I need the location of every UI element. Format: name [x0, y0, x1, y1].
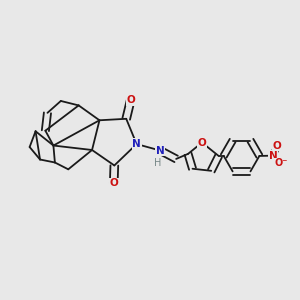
Text: O: O [126, 95, 135, 105]
Text: O⁻: O⁻ [275, 158, 288, 168]
Text: O: O [198, 138, 206, 148]
Text: N: N [269, 151, 278, 160]
Text: N: N [156, 146, 165, 156]
Text: O: O [273, 140, 282, 151]
Text: H: H [154, 158, 162, 168]
Text: N: N [132, 139, 141, 149]
Text: O: O [110, 178, 118, 188]
